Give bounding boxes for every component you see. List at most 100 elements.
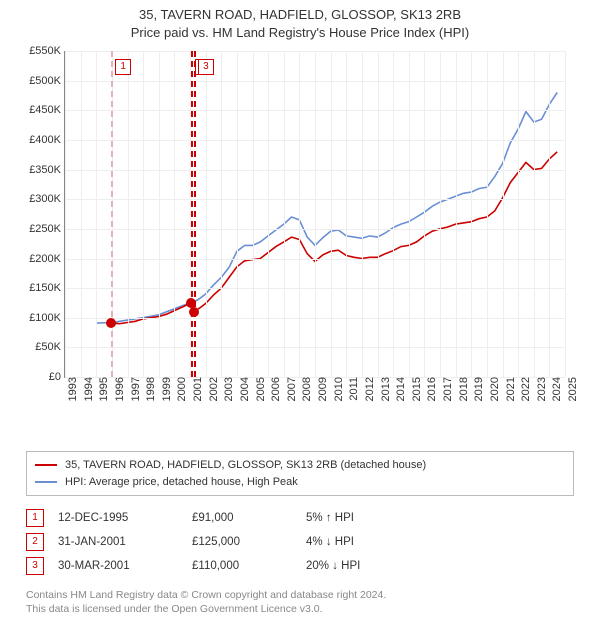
grid-v (487, 51, 488, 377)
sale-pct-vs-hpi: 20% ↓ HPI (306, 560, 360, 572)
y-tick-label: £450K (29, 104, 65, 116)
grid-v (456, 51, 457, 377)
x-tick-label: 2022 (518, 377, 532, 401)
x-tick-label: 1994 (81, 377, 95, 401)
y-tick-label: £250K (29, 223, 65, 235)
x-tick-label: 2001 (190, 377, 204, 401)
sale-pct-vs-hpi: 4% ↓ HPI (306, 536, 354, 548)
legend-label-price: 35, TAVERN ROAD, HADFIELD, GLOSSOP, SK13… (65, 457, 426, 474)
sale-row: 1 12-DEC-1995 £91,000 5% ↑ HPI (26, 506, 574, 530)
grid-v (174, 51, 175, 377)
x-tick-label: 2000 (174, 377, 188, 401)
x-tick-label: 2010 (331, 377, 345, 401)
grid-v (268, 51, 269, 377)
y-tick-label: £200K (29, 253, 65, 265)
sale-date: 12-DEC-1995 (58, 512, 178, 524)
x-tick-label: 2012 (362, 377, 376, 401)
grid-v (331, 51, 332, 377)
x-tick-label: 2003 (221, 377, 235, 401)
x-tick-label: 2023 (534, 377, 548, 401)
sale-index: 3 (26, 557, 44, 575)
legend-label-hpi: HPI: Average price, detached house, High… (65, 474, 298, 491)
x-tick-label: 2013 (378, 377, 392, 401)
x-tick-label: 2017 (440, 377, 454, 401)
legend-swatch-hpi (35, 481, 57, 483)
sales-table: 1 12-DEC-1995 £91,000 5% ↑ HPI 2 31-JAN-2001 £… (26, 506, 574, 578)
sale-index: 2 (26, 533, 44, 551)
figure: 35, TAVERN ROAD, HADFIELD, GLOSSOP, SK13… (0, 0, 600, 628)
sale-event-line (111, 51, 113, 377)
grid-v (253, 51, 254, 377)
grid-v (362, 51, 363, 377)
x-tick-label: 2007 (284, 377, 298, 401)
x-tick-label: 2025 (565, 377, 579, 401)
plot: £0£50K£100K£150K£200K£250K£300K£350K£400… (64, 51, 565, 378)
sale-date: 31-JAN-2001 (58, 536, 178, 548)
x-tick-label: 2021 (503, 377, 517, 401)
grid-v (518, 51, 519, 377)
grid-v (128, 51, 129, 377)
y-tick-label: £50K (35, 341, 65, 353)
x-tick-label: 2002 (206, 377, 220, 401)
grid-v (549, 51, 550, 377)
grid-v (299, 51, 300, 377)
y-tick-label: £550K (29, 45, 65, 57)
x-tick-label: 2011 (346, 377, 360, 401)
price-line (111, 152, 557, 324)
y-tick-label: £0 (49, 371, 65, 383)
y-tick-label: £300K (29, 193, 65, 205)
x-tick-label: 2009 (315, 377, 329, 401)
x-tick-label: 1997 (128, 377, 142, 401)
grid-v (65, 51, 66, 377)
sale-event-line (194, 51, 196, 377)
grid-v (143, 51, 144, 377)
sale-price: £125,000 (192, 536, 292, 548)
legend-row-price: 35, TAVERN ROAD, HADFIELD, GLOSSOP, SK13… (35, 457, 565, 474)
grid-v (221, 51, 222, 377)
grid-v (534, 51, 535, 377)
sale-price: £91,000 (192, 512, 292, 524)
x-tick-label: 2020 (487, 377, 501, 401)
sale-dot (106, 318, 116, 328)
grid-v (237, 51, 238, 377)
y-tick-label: £500K (29, 75, 65, 87)
x-tick-label: 1996 (112, 377, 126, 401)
legend: 35, TAVERN ROAD, HADFIELD, GLOSSOP, SK13… (26, 451, 574, 496)
attribution: Contains HM Land Registry data © Crown c… (26, 588, 574, 616)
sale-pct-vs-hpi: 5% ↑ HPI (306, 512, 354, 524)
grid-v (378, 51, 379, 377)
x-tick-label: 2008 (299, 377, 313, 401)
address-title: 35, TAVERN ROAD, HADFIELD, GLOSSOP, SK13… (0, 6, 600, 24)
sale-price: £110,000 (192, 560, 292, 572)
titles: 35, TAVERN ROAD, HADFIELD, GLOSSOP, SK13… (0, 6, 600, 41)
x-tick-label: 2014 (393, 377, 407, 401)
grid-v (346, 51, 347, 377)
grid-v (159, 51, 160, 377)
grid-v (503, 51, 504, 377)
grid-v (96, 51, 97, 377)
grid-v (409, 51, 410, 377)
x-tick-label: 2018 (456, 377, 470, 401)
sale-row: 330-MAR-2001£110,00020% ↓ HPI (26, 554, 574, 578)
x-tick-label: 2016 (424, 377, 438, 401)
grid-v (206, 51, 207, 377)
x-tick-label: 2006 (268, 377, 282, 401)
x-tick-label: 1998 (143, 377, 157, 401)
grid-v (315, 51, 316, 377)
x-tick-label: 1999 (159, 377, 173, 401)
sale-index: 1 (26, 509, 44, 527)
grid-v (393, 51, 394, 377)
sale-dot (189, 307, 199, 317)
grid-v (284, 51, 285, 377)
x-tick-label: 1993 (65, 377, 79, 401)
legend-row-hpi: HPI: Average price, detached house, High… (35, 474, 565, 491)
attribution-line-1: Contains HM Land Registry data © Crown c… (26, 588, 574, 602)
sale-event-marker: 3 (198, 59, 214, 75)
x-tick-label: 2005 (253, 377, 267, 401)
grid-v (81, 51, 82, 377)
x-tick-label: 2015 (409, 377, 423, 401)
x-tick-label: 2004 (237, 377, 251, 401)
sale-event-marker: 1 (115, 59, 131, 75)
attribution-line-2: This data is licensed under the Open Gov… (26, 602, 574, 616)
grid-v (471, 51, 472, 377)
